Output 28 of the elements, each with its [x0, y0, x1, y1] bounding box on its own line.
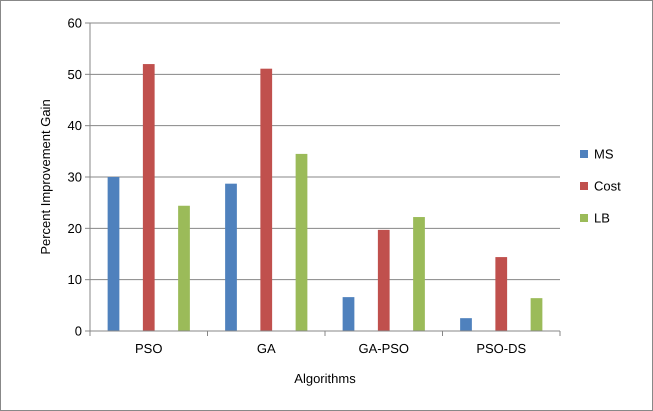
x-tick-label: GA-PSO	[358, 341, 410, 356]
bar	[530, 298, 542, 331]
bar	[378, 230, 390, 331]
y-tick-label: 10	[68, 272, 82, 288]
bar	[296, 154, 308, 331]
bar	[460, 318, 472, 331]
bar	[260, 68, 272, 331]
legend-label: MS	[594, 146, 614, 162]
y-tick-label: 50	[68, 66, 82, 82]
x-axis-title: Algorithms	[294, 371, 356, 386]
bar	[495, 257, 508, 331]
legend-label: LB	[594, 210, 610, 226]
x-tick-label: PSO	[135, 341, 162, 356]
bar	[142, 64, 155, 331]
bar	[342, 297, 354, 331]
x-tick-label: GA	[256, 341, 276, 356]
y-tick-label: 20	[68, 220, 82, 236]
bar	[178, 206, 190, 331]
y-axis-title: Percent Improvement Gain	[38, 99, 53, 255]
bar	[225, 184, 237, 331]
x-tick-label: PSO-DS	[476, 341, 526, 356]
y-tick-label: 40	[68, 118, 82, 134]
y-tick-label: 30	[68, 170, 82, 185]
legend-label: Cost	[594, 178, 622, 194]
bar	[413, 217, 425, 331]
y-tick-label: 60	[68, 16, 82, 31]
y-tick-label: 0	[74, 324, 82, 339]
bar	[108, 177, 120, 331]
